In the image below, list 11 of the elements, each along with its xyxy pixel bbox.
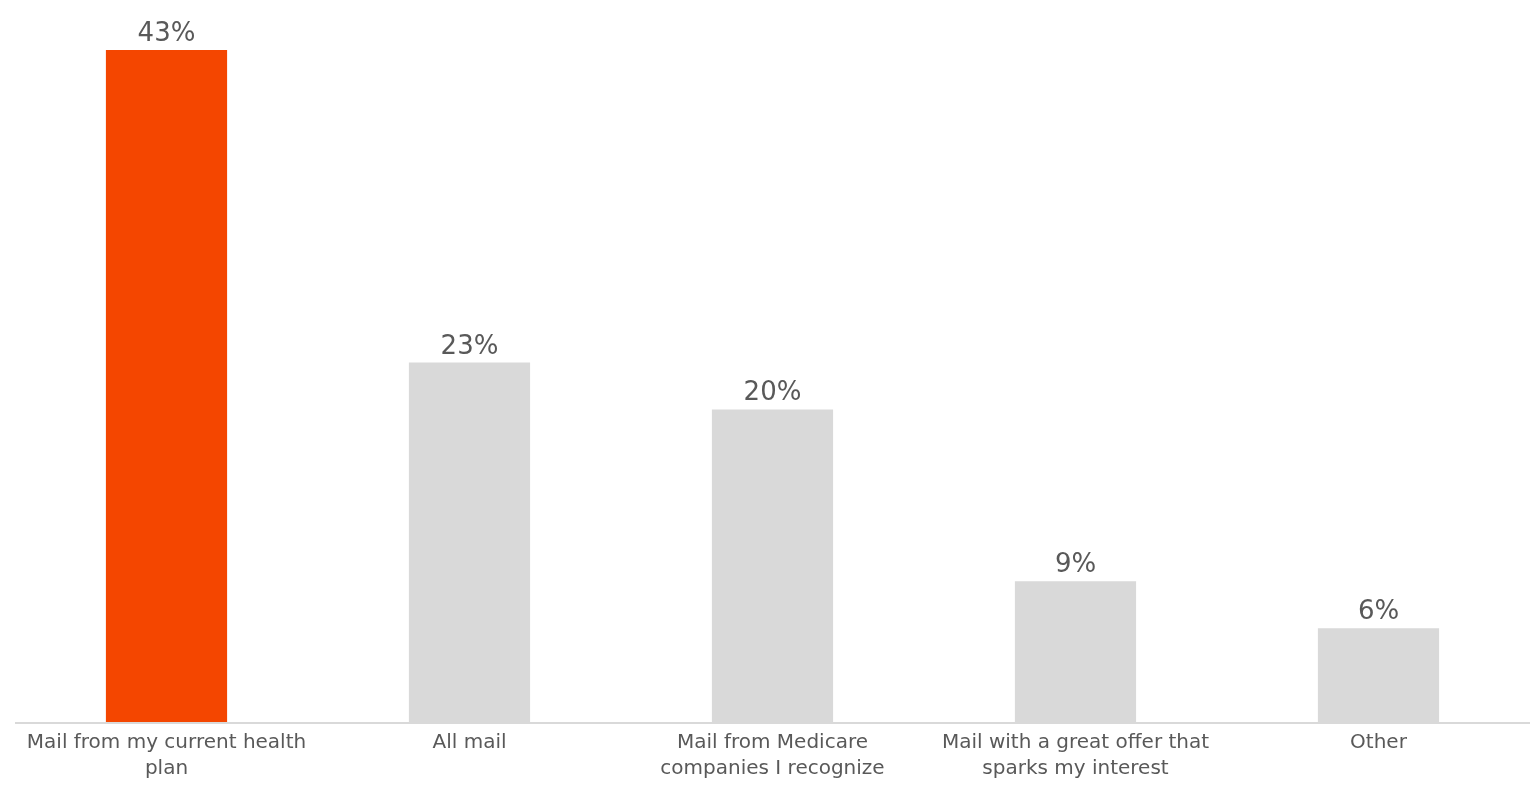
x-tick-label: All mail: [432, 728, 507, 753]
data-label: 43%: [137, 17, 196, 47]
data-label: 23%: [440, 329, 499, 360]
data-label: 9%: [1054, 548, 1097, 579]
x-tick-label: Mail from my current health plan: [26, 728, 307, 779]
bar: [105, 50, 228, 722]
x-tick-label: Mail with a great offer that sparks my interest: [941, 728, 1210, 779]
data-label: 20%: [743, 376, 802, 407]
data-label: 6%: [1357, 595, 1400, 626]
x-tick-label: Mail from Medicare companies I recognize: [660, 728, 885, 779]
x-tick-label: Other: [1350, 728, 1408, 753]
